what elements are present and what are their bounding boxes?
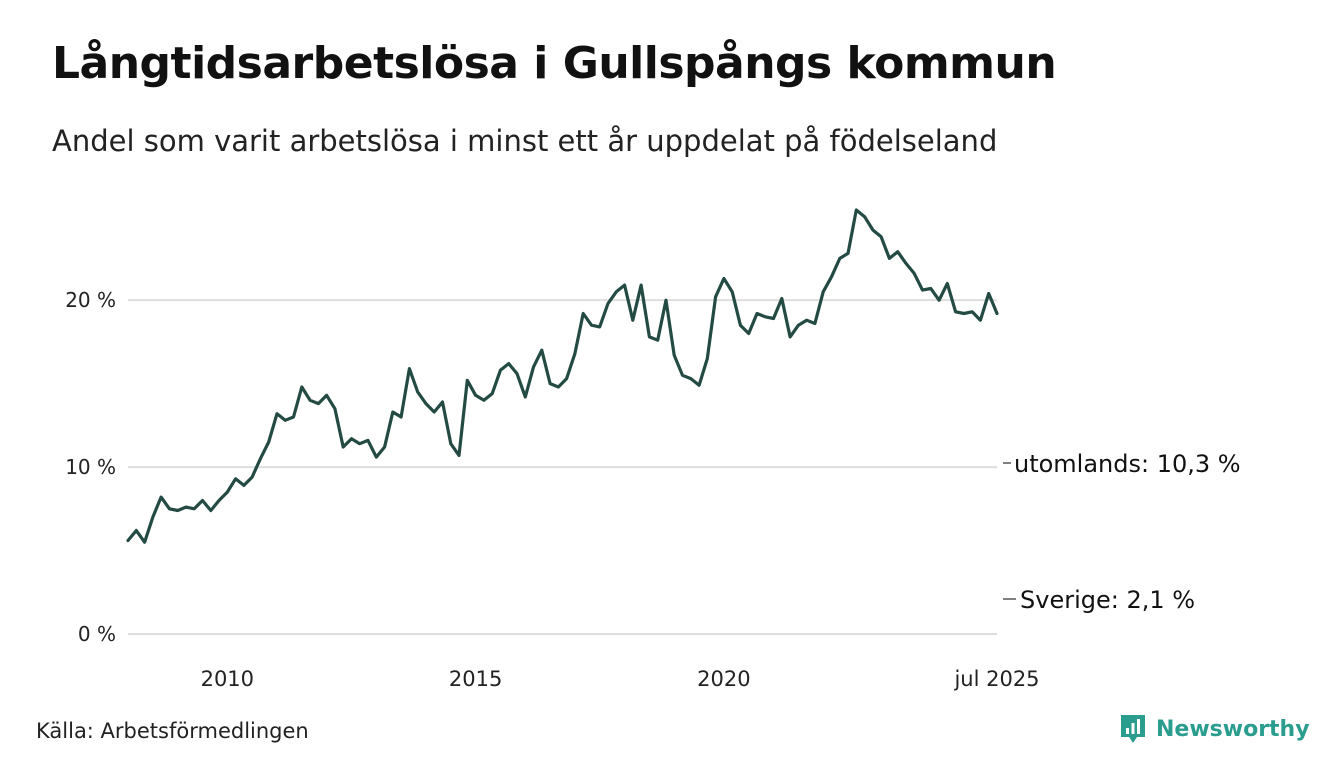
series-end-label-utomlands: utomlands: 10,3 % [1014,450,1241,478]
grid-lines [128,299,997,635]
source-note: Källa: Arbetsförmedlingen [36,719,309,743]
newsworthy-logo-icon [1121,715,1145,743]
y-axis-ticks: 0 % 10 % 20 % [65,288,116,646]
y-tick-label: 20 % [65,288,116,312]
brand-name: Newsworthy [1156,716,1310,742]
chart-subtitle: Andel som varit arbetslösa i minst ett å… [52,124,998,158]
x-tick-label: 2020 [697,667,750,691]
series-end-label-Sverige: Sverige: 2,1 % [1020,586,1195,614]
y-tick-label: 0 % [78,622,116,646]
series-lines [126,208,999,544]
y-tick-label: 10 % [65,455,116,479]
x-tick-label: 2010 [201,667,254,691]
x-tick-label: 2015 [449,667,502,691]
series-line-utomlands [126,208,999,544]
x-axis-ticks: 2010 2015 2020 jul 2025 [201,667,1040,691]
series-end-labels: utomlands: 10,3 % Sverige: 2,1 % [1003,450,1241,614]
chart-title: Långtidsarbetslösa i Gullspångs kommun [52,38,1057,89]
x-tick-label: jul 2025 [953,667,1039,691]
brand-logo: Newsworthy [1118,713,1310,745]
